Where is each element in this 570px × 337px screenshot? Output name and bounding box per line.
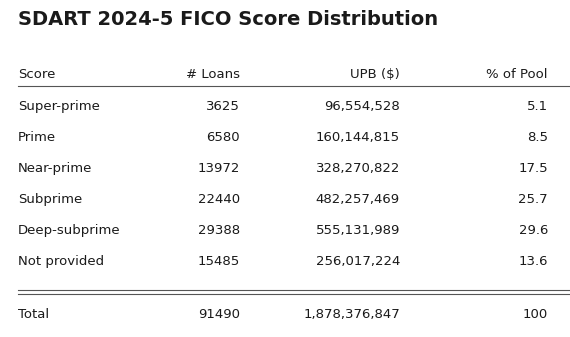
Text: SDART 2024-5 FICO Score Distribution: SDART 2024-5 FICO Score Distribution — [18, 10, 438, 29]
Text: UPB ($): UPB ($) — [350, 68, 400, 81]
Text: 13972: 13972 — [198, 162, 240, 175]
Text: Not provided: Not provided — [18, 255, 104, 268]
Text: 1,878,376,847: 1,878,376,847 — [303, 308, 400, 321]
Text: # Loans: # Loans — [186, 68, 240, 81]
Text: Subprime: Subprime — [18, 193, 82, 206]
Text: 29.6: 29.6 — [519, 224, 548, 237]
Text: Near-prime: Near-prime — [18, 162, 92, 175]
Text: Super-prime: Super-prime — [18, 100, 100, 113]
Text: 29388: 29388 — [198, 224, 240, 237]
Text: Prime: Prime — [18, 131, 56, 144]
Text: 91490: 91490 — [198, 308, 240, 321]
Text: 482,257,469: 482,257,469 — [316, 193, 400, 206]
Text: 256,017,224: 256,017,224 — [316, 255, 400, 268]
Text: 25.7: 25.7 — [518, 193, 548, 206]
Text: 555,131,989: 555,131,989 — [316, 224, 400, 237]
Text: % of Pool: % of Pool — [487, 68, 548, 81]
Text: 160,144,815: 160,144,815 — [316, 131, 400, 144]
Text: 6580: 6580 — [206, 131, 240, 144]
Text: 17.5: 17.5 — [518, 162, 548, 175]
Text: Deep-subprime: Deep-subprime — [18, 224, 121, 237]
Text: Total: Total — [18, 308, 49, 321]
Text: 13.6: 13.6 — [519, 255, 548, 268]
Text: 3625: 3625 — [206, 100, 240, 113]
Text: 5.1: 5.1 — [527, 100, 548, 113]
Text: 328,270,822: 328,270,822 — [316, 162, 400, 175]
Text: 96,554,528: 96,554,528 — [324, 100, 400, 113]
Text: Score: Score — [18, 68, 55, 81]
Text: 22440: 22440 — [198, 193, 240, 206]
Text: 15485: 15485 — [198, 255, 240, 268]
Text: 8.5: 8.5 — [527, 131, 548, 144]
Text: 100: 100 — [523, 308, 548, 321]
